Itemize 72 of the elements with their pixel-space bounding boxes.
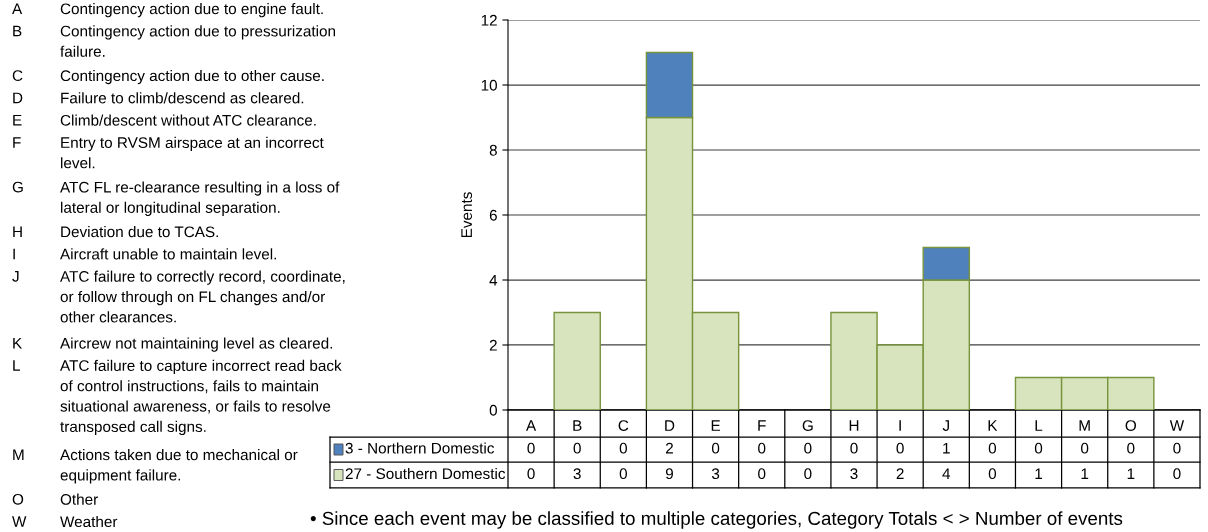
x-tick-label: H	[849, 420, 859, 431]
x-tick-label: D	[665, 420, 675, 431]
text: M Actions taken due to mechanical or equipment failure.	[13, 449, 298, 484]
data-label: 0	[527, 468, 535, 480]
data-label: 0	[988, 442, 997, 454]
data-label: 0	[1034, 442, 1043, 454]
y-tick-label: 2	[489, 339, 497, 351]
data-label: 0	[573, 442, 581, 454]
data-label: 3	[711, 468, 720, 480]
data-label: 4	[942, 468, 951, 479]
x-tick-label: C	[618, 420, 629, 431]
x-tick-label: A	[526, 420, 537, 431]
text: W Weather	[12, 515, 118, 528]
bar	[553, 311, 601, 410]
data-label: 9	[665, 468, 673, 480]
legend-label: 3 - Northern Domestic	[345, 442, 495, 454]
text: C Contingency action due to other cause.	[12, 69, 324, 85]
data-label: 0	[804, 442, 812, 454]
x-tick-label: M	[1079, 420, 1090, 431]
text: O Other	[12, 493, 98, 505]
text: B Contingency action due to pressurization failure.	[13, 25, 336, 57]
y-tick-label: 12	[481, 14, 497, 26]
data-label: 0	[619, 442, 627, 454]
x-tick-label: E	[711, 420, 721, 431]
text: L ATC failure to capture incorrect read back of control instructions, fails to maintain situational awareness, or fails to resolve transposed call signs.	[13, 359, 342, 436]
data-label: 0	[1173, 442, 1181, 454]
x-tick-label: G	[802, 420, 813, 431]
data-label: 0	[758, 468, 766, 480]
data-label: 3	[573, 468, 581, 480]
data-label: 0	[850, 442, 858, 454]
data-label: 2	[896, 468, 904, 479]
data-label: 1	[1035, 468, 1043, 479]
text: D Failure to climb/descend as cleared.	[13, 92, 304, 104]
x-tick-label: J	[942, 420, 949, 431]
y-tick-label: 8	[489, 144, 497, 156]
data-label: 3	[850, 468, 858, 480]
data-label: 1	[1127, 468, 1135, 479]
data-label: 0	[1173, 468, 1181, 480]
text: • Since each event may be classified to multiple categories, Category Totals < > Number of events	[310, 511, 1123, 529]
legend-label: 27 - Southern Domestic	[345, 467, 506, 480]
data-label: 0	[1127, 442, 1135, 454]
x-tick-label: O	[1125, 420, 1137, 431]
text: K Aircrew not maintaining level as cleared.	[13, 337, 333, 352]
data-label: 0	[527, 442, 535, 454]
data-label: 0	[988, 468, 997, 480]
text: E Climb/descent without ATC clearance.	[13, 114, 316, 126]
data-label: 0	[711, 442, 720, 454]
x-tick-label: F	[758, 420, 766, 431]
data-label: 0	[758, 442, 766, 454]
text: J ATC failure to correctly record, coordinate, or follow through on FL changes and/or other clearances.	[12, 270, 345, 323]
y-tick-label: 4	[489, 275, 498, 286]
data-label: 0	[896, 442, 904, 454]
text: A Contingency action due to engine fault.	[12, 3, 323, 18]
x-tick-label: L	[1035, 420, 1043, 431]
data-label: 0	[804, 468, 812, 480]
y-tick-label: 0	[489, 404, 497, 416]
x-tick-label: B	[573, 420, 582, 431]
text: G ATC FL re-clearance resulting in a loss of lateral or longitudinal separation.	[12, 181, 340, 216]
text: F Entry to RVSM airspace at an incorrect level.	[13, 136, 324, 169]
y-tick-label: 6	[489, 209, 497, 221]
text: H Deviation due to TCAS.	[13, 226, 218, 238]
text: I Aircraft unable to maintain level.	[13, 248, 276, 260]
data-label: 2	[665, 442, 673, 454]
y-tick-label: 10	[481, 79, 497, 91]
y-axis-title: Events	[461, 192, 473, 238]
x-tick-label: W	[1169, 420, 1185, 431]
x-tick-label: I	[899, 420, 901, 431]
data-label: 1	[943, 442, 950, 454]
data-label: 0	[1081, 442, 1089, 454]
data-label: 0	[619, 468, 627, 480]
x-tick-label: K	[988, 420, 998, 431]
data-label: 1	[1081, 468, 1089, 479]
